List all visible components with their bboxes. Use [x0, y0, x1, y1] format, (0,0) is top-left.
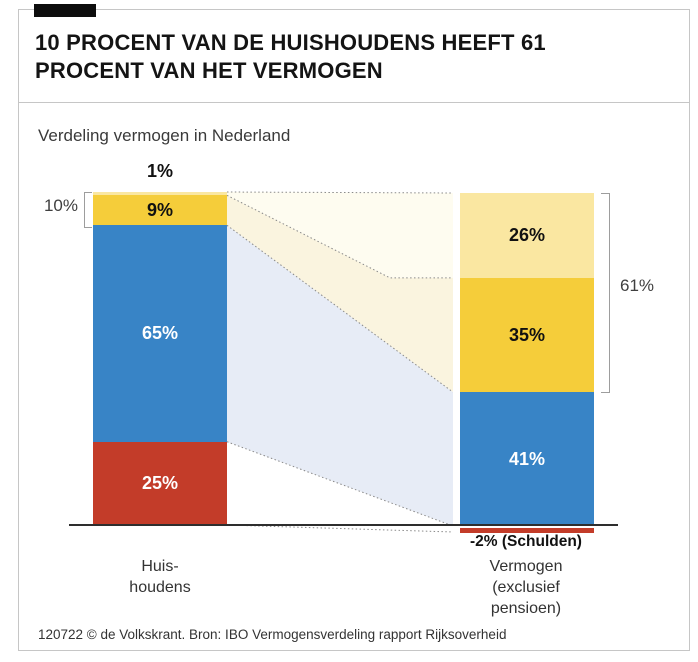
bar-segment-bottom-25pct: 25%	[93, 441, 227, 525]
bracket-top10pct	[84, 192, 92, 228]
bar-segment-schulden	[460, 528, 594, 533]
flow-band-top-1pct	[227, 192, 453, 278]
label-top-1pct: 1%	[146, 161, 173, 181]
bar-segment-label-wealth-35pct: 35%	[508, 324, 546, 345]
flow-connector	[227, 191, 453, 533]
bar-vermogen: 26% 35% 41%	[460, 193, 594, 533]
chart-subtitle: Verdeling vermogen in Nederland	[38, 126, 291, 145]
label-schulden: -2% (Schulden)	[470, 533, 582, 550]
bar-segment-label-bottom-25pct: 25%	[141, 472, 179, 493]
flow-edge-3	[227, 441, 453, 527]
bar-segment-top-1pct	[93, 192, 227, 196]
title-divider	[19, 102, 689, 103]
flow-band-next-9pct	[227, 195, 453, 393]
axis-label-vermogen: Vermogen (exclusief pensioen)	[489, 558, 563, 617]
accent-tab	[34, 4, 96, 17]
axis-label-huishoudens: Huis- houdens	[129, 558, 191, 596]
bar-segment-label-middle-65pct: 65%	[141, 323, 179, 344]
flow-band-middle-65pct	[227, 225, 453, 527]
bar-huishoudens: 9% 65% 25%	[93, 192, 227, 525]
chart-title: 10 PROCENT VAN DE HUISHOUDENS HEEFT 61 P…	[35, 30, 546, 83]
flow-edge-0	[227, 191, 453, 194]
bracket-top10pct-label: 10%	[43, 196, 78, 215]
bracket-61pct-label: 61%	[620, 276, 655, 295]
baseline-axis	[69, 524, 618, 526]
bar-segment-wealth-35pct: 35%	[460, 277, 594, 393]
bar-segment-wealth-26pct: 26%	[460, 193, 594, 278]
bracket-61pct	[601, 193, 610, 393]
flow-edge-4	[227, 524, 453, 533]
bar-segment-label-wealth-41pct: 41%	[508, 448, 546, 469]
footer-credit: 120722 © de Volkskrant. Bron: IBO Vermog…	[38, 627, 507, 642]
bar-segment-label-next-9pct: 9%	[146, 199, 173, 220]
flow-edge-2	[227, 224, 453, 393]
bar-segment-middle-65pct: 65%	[93, 225, 227, 442]
bar-segment-label-wealth-26pct: 26%	[508, 224, 546, 245]
bar-segment-wealth-41pct: 41%	[460, 392, 594, 526]
bar-segment-next-9pct: 9%	[93, 195, 227, 226]
